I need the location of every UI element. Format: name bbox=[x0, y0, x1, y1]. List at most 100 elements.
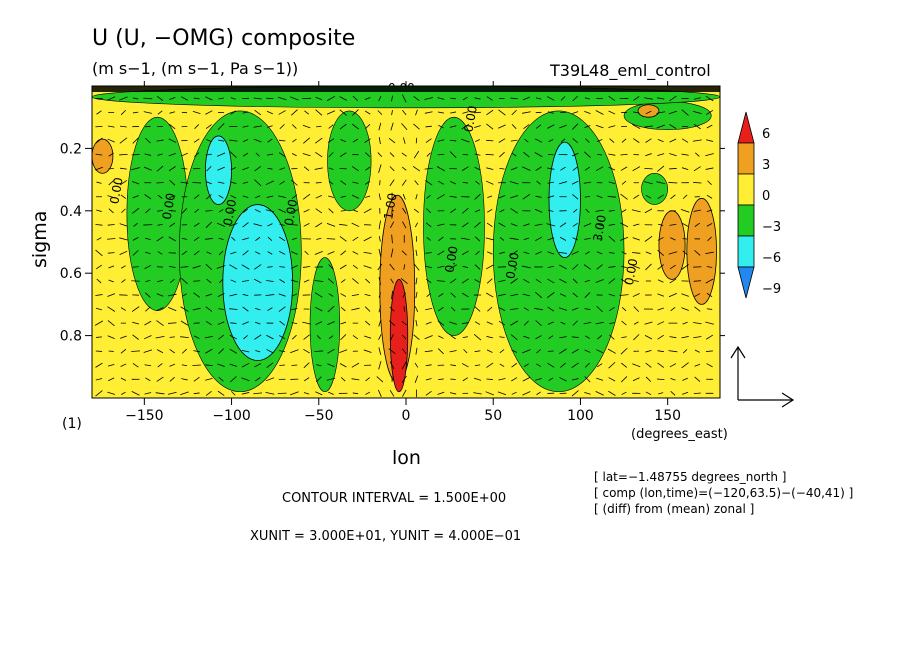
vector-arrow bbox=[437, 320, 445, 326]
vector-arrow bbox=[510, 293, 519, 297]
vector-arrow bbox=[474, 364, 481, 367]
vector-arrow bbox=[303, 223, 310, 227]
vector-arrow bbox=[107, 252, 115, 254]
vector-arrow bbox=[155, 392, 165, 395]
vector-arrow bbox=[157, 209, 164, 212]
vector-arrow bbox=[108, 208, 114, 214]
vector-arrow bbox=[425, 265, 433, 269]
vector-arrow bbox=[510, 308, 519, 310]
vector-arrow bbox=[292, 138, 297, 143]
vector-arrow bbox=[315, 208, 323, 214]
vector-arrow bbox=[621, 391, 627, 395]
vector-arrow bbox=[547, 321, 554, 325]
vector-arrow bbox=[583, 321, 592, 325]
vector-arrow bbox=[499, 209, 505, 213]
vector-arrow bbox=[548, 377, 554, 381]
vector-arrow bbox=[132, 362, 139, 368]
vector-arrow bbox=[388, 348, 396, 354]
vector-arrow bbox=[217, 123, 225, 131]
vector-arrow bbox=[584, 151, 591, 158]
vector-arrow bbox=[144, 292, 151, 298]
vector-arrow bbox=[218, 139, 225, 142]
vector-arrow bbox=[608, 223, 616, 226]
vector-arrow bbox=[120, 265, 126, 269]
vector-arrow bbox=[425, 138, 432, 143]
vector-arrow bbox=[339, 109, 347, 116]
region--6 bbox=[222, 204, 294, 361]
vector-arrow bbox=[193, 392, 200, 395]
vector-arrow bbox=[572, 166, 578, 171]
vector-arrow bbox=[277, 96, 287, 101]
vector-arrow bbox=[668, 292, 677, 298]
vector-arrow bbox=[352, 138, 359, 143]
vector-arrow bbox=[168, 306, 177, 312]
vector-arrow bbox=[510, 139, 518, 142]
vector-arrow bbox=[206, 165, 212, 172]
vector-arrow bbox=[424, 111, 433, 114]
vector-arrow bbox=[327, 363, 335, 368]
vector-arrow bbox=[352, 209, 359, 213]
top-vector-band bbox=[92, 86, 720, 92]
vector-arrow bbox=[572, 264, 579, 270]
vector-arrow bbox=[389, 390, 395, 397]
vector-arrow bbox=[119, 167, 127, 170]
units-note: XUNIT = 3.000E+01, YUNIT = 4.000E−01 bbox=[250, 529, 521, 544]
vector-arrow bbox=[474, 209, 481, 213]
vector-arrow bbox=[132, 111, 139, 114]
vector-arrow bbox=[218, 195, 224, 199]
vector-arrow bbox=[365, 278, 371, 284]
vector-arrow bbox=[316, 237, 322, 240]
vector-arrow bbox=[547, 124, 555, 129]
vector-arrow bbox=[535, 335, 542, 340]
vector-arrow bbox=[596, 195, 603, 199]
vector-arrow bbox=[180, 181, 189, 184]
vector-arrow bbox=[572, 222, 578, 227]
vector-arrow bbox=[669, 336, 677, 339]
vector-arrow bbox=[315, 321, 323, 325]
vector-arrow bbox=[547, 266, 554, 268]
vector-arrow bbox=[424, 335, 433, 340]
vector-arrow bbox=[315, 96, 323, 101]
vector-arrow bbox=[414, 375, 419, 384]
vector-arrow bbox=[290, 391, 299, 396]
vector-arrow bbox=[192, 111, 201, 115]
contour-label: 1.00 bbox=[381, 192, 399, 221]
vector-arrow bbox=[547, 167, 555, 170]
vector-arrow bbox=[181, 277, 188, 285]
vector-arrow bbox=[645, 194, 652, 199]
vector-arrow bbox=[168, 236, 176, 242]
vector-arrow bbox=[315, 194, 322, 199]
vector-arrow bbox=[584, 376, 591, 383]
vector-arrow bbox=[486, 96, 493, 101]
region-3 bbox=[637, 104, 660, 118]
vector-arrow bbox=[450, 111, 457, 114]
vector-arrow bbox=[596, 377, 604, 381]
vector-arrow bbox=[681, 167, 689, 171]
vector-arrow bbox=[182, 293, 187, 297]
vector-arrow bbox=[230, 279, 237, 283]
vector-arrow bbox=[414, 222, 418, 228]
vector-arrow bbox=[415, 347, 418, 355]
vector-arrow bbox=[290, 209, 299, 213]
vector-arrow bbox=[657, 194, 664, 200]
vector-arrow bbox=[414, 180, 419, 186]
vector-arrow bbox=[230, 322, 237, 324]
vector-arrow bbox=[571, 250, 579, 255]
vector-arrow bbox=[181, 250, 188, 256]
vector-arrow bbox=[682, 222, 689, 227]
vector-arrow bbox=[596, 223, 604, 227]
vector-arrow bbox=[609, 252, 615, 254]
colorbar-segment bbox=[737, 111, 755, 144]
vector-arrow bbox=[156, 376, 164, 382]
vector-arrow bbox=[681, 336, 689, 339]
vector-arrow bbox=[278, 306, 286, 312]
vector-arrow bbox=[645, 376, 652, 382]
vector-arrow bbox=[291, 237, 297, 241]
vector-arrow bbox=[119, 96, 128, 101]
vector-arrow bbox=[521, 111, 531, 114]
vector-arrow bbox=[352, 392, 359, 395]
vector-arrow bbox=[656, 124, 665, 129]
vector-arrow bbox=[487, 195, 493, 199]
vector-arrow bbox=[169, 96, 176, 100]
vector-arrow bbox=[181, 378, 188, 381]
